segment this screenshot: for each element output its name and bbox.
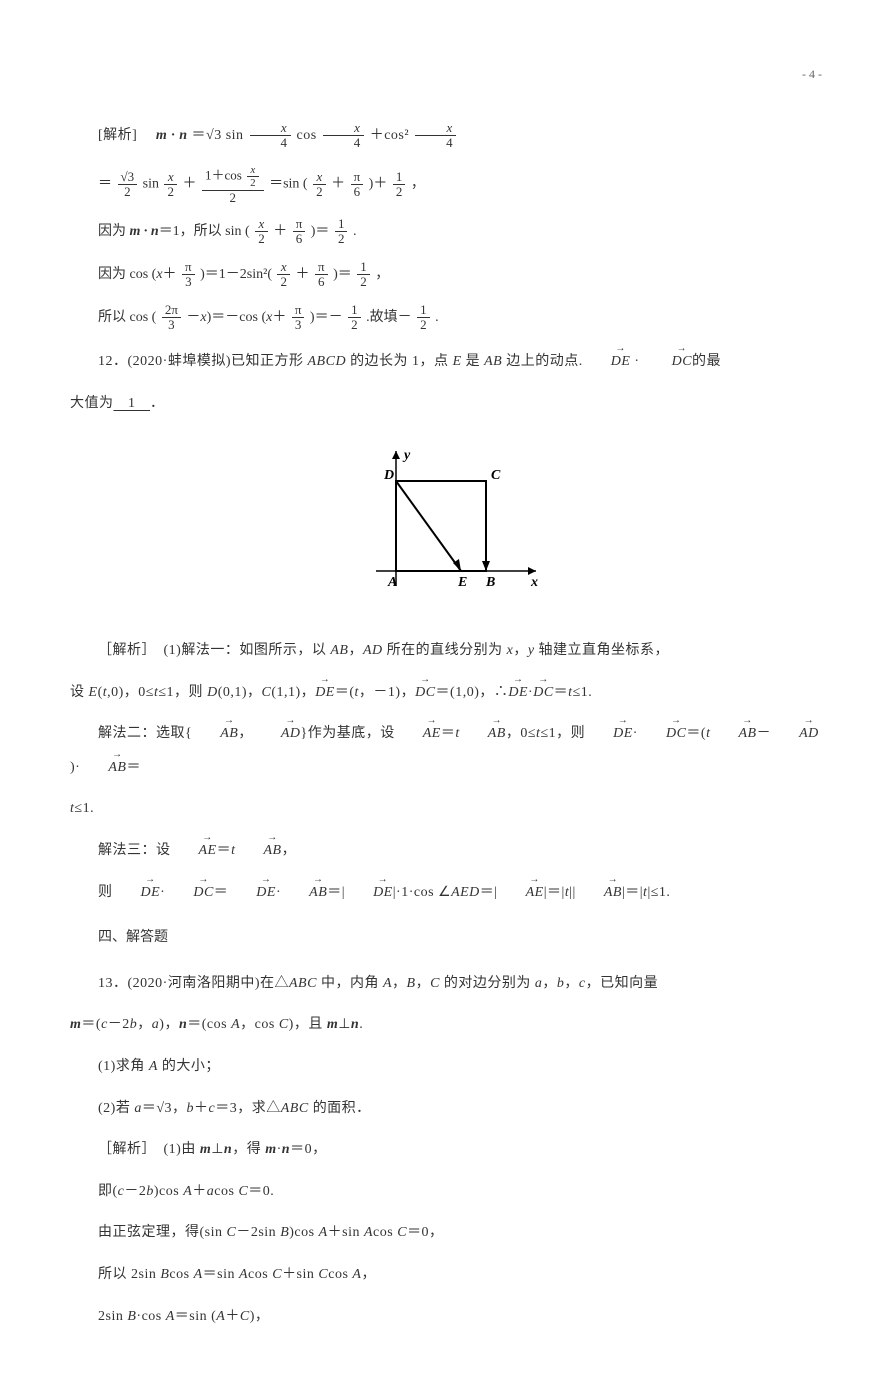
solution-13-line2: 即(c－2b)cos A＋acos C＝0. [70,1175,822,1209]
solution-13-line4: 所以 2sin Bcos A＝sin Acos C＋sin Ccos A， [70,1258,822,1292]
solution-line5: 所以 cos ( 2π3 －x)＝－cos (x＋ π3 )＝－ 12 .故填－… [98,303,822,334]
svg-text:E: E [457,575,467,590]
figure-square: D C A E B x y [70,441,822,615]
solution-eq1: [解析] m · n ＝√3 sin x4 cos x4 ＋cos² x4 [70,119,822,153]
solution-12-method3: 解法三：设AE＝tAB， [70,834,822,868]
vector-m-n: m · n [156,128,188,143]
question-13-line2: m＝(c－2b，a)，n＝(cos A，cos C)，且 m⊥n. [70,1008,822,1042]
svg-text:x: x [530,575,538,590]
solution-label: [解析] [98,128,152,143]
solution-12-method1-line2: 设 E(t,0)，0≤t≤1，则 D(0,1)，C(1,1)，DE＝(t，－1)… [70,676,822,710]
solution-line4: 因为 cos (x＋ π3 )＝1－2sin²( x2 ＋ π6 )＝ 12 ， [98,260,822,291]
section-4-title: 四、解答题 [70,921,822,955]
svg-text:A: A [387,575,397,590]
solution-12-method2: 解法二：选取{AB，AD}作为基底，设AE＝tAB，0≤t≤1，则DE·DC＝(… [70,717,822,784]
solution-12-method3-line2: 则DE·DC＝DE·AB＝|DE|·1·cos ∠AED＝|AE|＝|t||AB… [70,876,822,910]
question-13-sub2: (2)若 a＝√3，b＋c＝3，求△ABC 的面积． [70,1092,822,1126]
svg-text:y: y [402,448,411,463]
solution-line3: 因为 m · n＝1，所以 sin ( x2 ＋ π6 )＝ 12 . [98,217,822,248]
svg-text:B: B [485,575,495,590]
solution-12-method2-line2: t≤1. [70,792,822,826]
solution-13: ［解析］ (1)由 m⊥n，得 m·n＝0， [70,1133,822,1167]
question-12: 12．(2020·蚌埠模拟)已知正方形 ABCD 的边长为 1，点 E 是 AB… [70,345,822,379]
question-12-line2: 大值为 1 ． [70,387,822,421]
solution-13-line5: 2sin B·cos A＝sin (A＋C)， [70,1300,822,1334]
svg-text:D: D [383,468,394,483]
solution-13-line3: 由正弦定理，得(sin C－2sin B)cos A＋sin Acos C＝0， [70,1216,822,1250]
solution-eq2: ＝ √32 sin x2 ＋ 1＋cos x22 ＝sin ( x2 ＋ π6 … [98,164,822,204]
question-13: 13．(2020·河南洛阳期中)在△ABC 中，内角 A，B，C 的对边分别为 … [70,967,822,1001]
page-number: - 4 - [70,60,822,89]
solution-12-method1: ［解析］ (1)解法一：如图所示，以 AB，AD 所在的直线分别为 x，y 轴建… [70,634,822,668]
question-13-sub1: (1)求角 A 的大小； [70,1050,822,1084]
svg-text:C: C [491,468,501,483]
